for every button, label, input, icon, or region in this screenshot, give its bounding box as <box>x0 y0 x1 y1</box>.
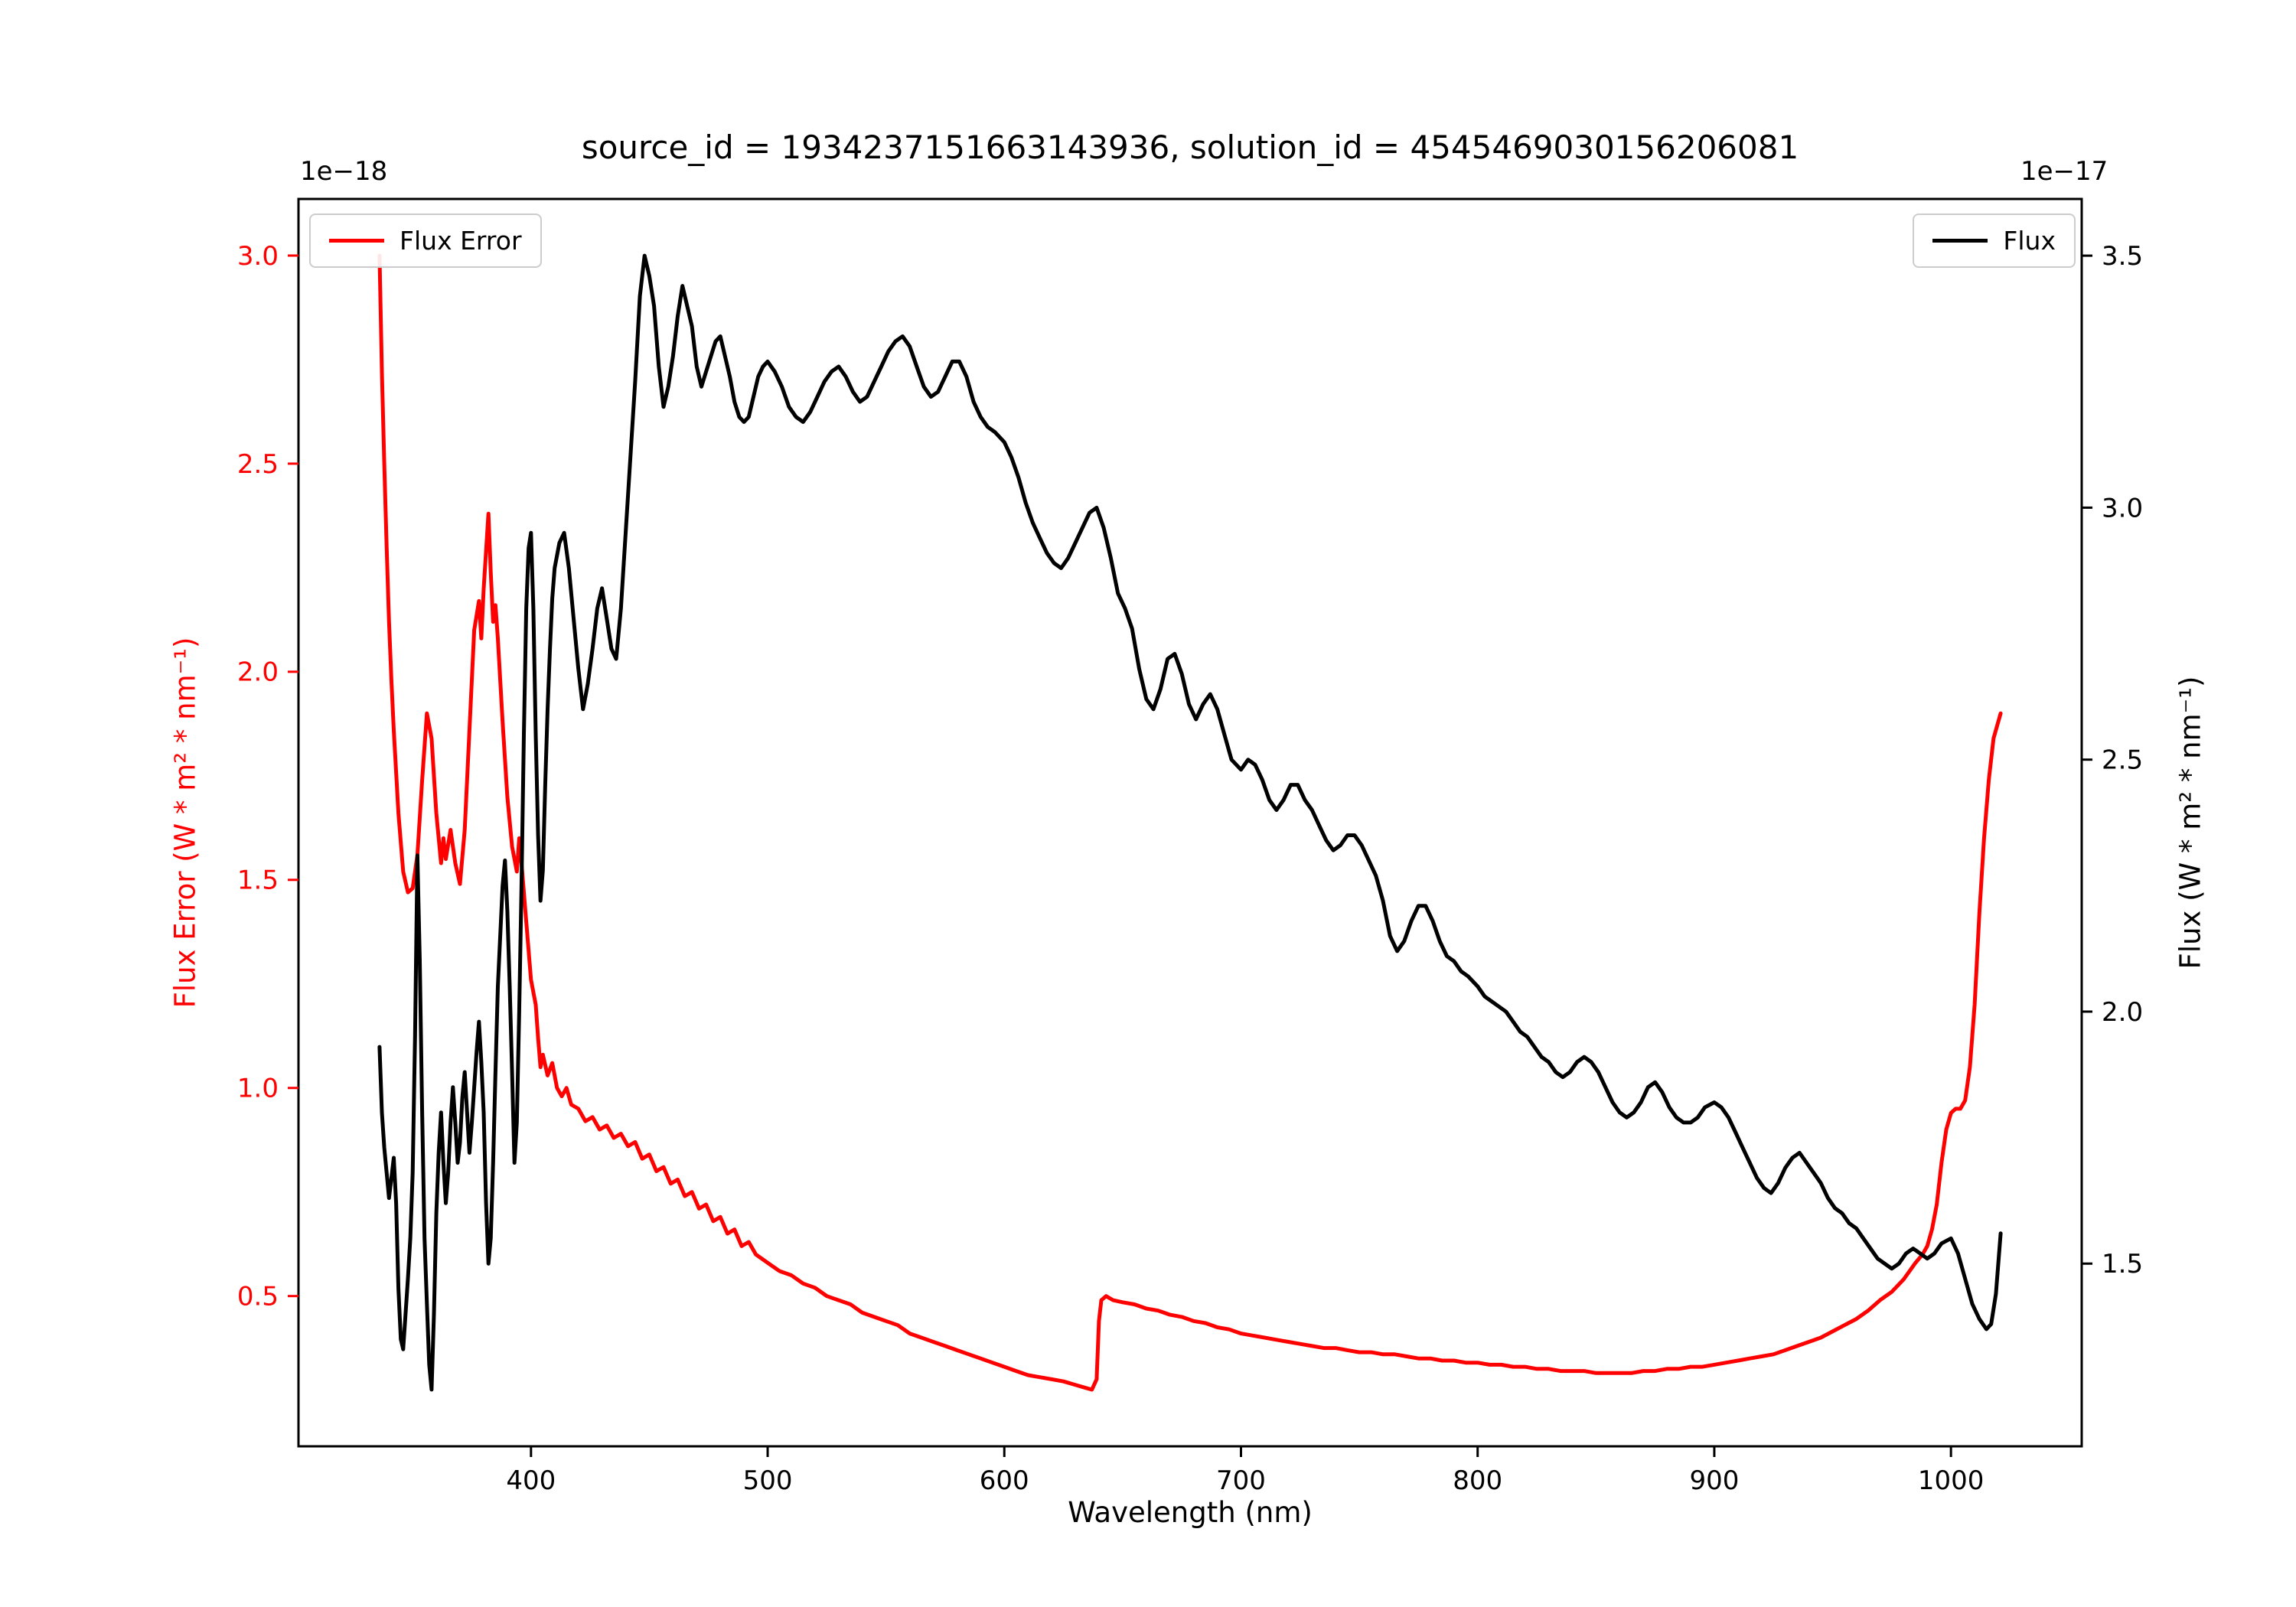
series-line-flux-error <box>377 253 2003 1392</box>
x-axis-ticks: 400 500 600 700 800 900 1000 <box>506 1446 1984 1496</box>
series-lines <box>377 253 2003 1392</box>
x-tick-label: 1000 <box>1918 1465 1985 1496</box>
x-tick-label: 900 <box>1689 1465 1739 1496</box>
x-tick-label: 600 <box>980 1465 1029 1496</box>
series-line-flux <box>377 253 2003 1392</box>
left-tick-label: 3.0 <box>237 241 279 272</box>
left-tick-label: 2.0 <box>237 657 279 688</box>
left-axis-label: Flux Error (W * m² * nm⁻¹) <box>168 637 202 1009</box>
left-tick-label: 0.5 <box>237 1282 279 1312</box>
x-tick-label: 500 <box>743 1465 793 1496</box>
legend-flux: Flux <box>1913 214 2076 268</box>
plot-frame <box>297 197 2083 1448</box>
right-axis-label: Flux (W * m² * nm⁻¹) <box>2174 676 2207 970</box>
right-tick-label: 1.5 <box>2102 1249 2143 1279</box>
left-axis-ticks: 0.5 1.0 1.5 2.0 2.5 3.0 <box>237 241 298 1312</box>
flux-legend-label: Flux <box>2003 226 2056 256</box>
x-tick-label: 700 <box>1216 1465 1266 1496</box>
x-tick-label: 400 <box>506 1465 556 1496</box>
right-axis-ticks: 1.5 2.0 2.5 3.0 3.5 <box>2082 241 2143 1279</box>
right-axis-offset-label: 1e−17 <box>2020 156 2108 187</box>
right-tick-label: 3.0 <box>2102 493 2143 523</box>
x-tick-label: 800 <box>1453 1465 1502 1496</box>
left-axis-offset-label: 1e−18 <box>300 156 388 187</box>
right-tick-label: 2.5 <box>2102 745 2143 776</box>
legend-flux-error: Flux Error <box>309 214 542 268</box>
left-tick-label: 1.0 <box>237 1074 279 1104</box>
flux-error-line-swatch <box>329 239 384 243</box>
right-tick-label: 2.0 <box>2102 997 2143 1028</box>
flux-line-swatch <box>1932 239 1988 243</box>
left-tick-label: 2.5 <box>237 449 279 480</box>
left-tick-label: 1.5 <box>237 865 279 896</box>
flux-error-legend-label: Flux Error <box>400 226 522 256</box>
x-axis-label: Wavelength (nm) <box>1068 1496 1313 1529</box>
chart-title: source_id = 1934237151663143936, solutio… <box>581 129 1799 166</box>
right-tick-label: 3.5 <box>2102 241 2143 272</box>
